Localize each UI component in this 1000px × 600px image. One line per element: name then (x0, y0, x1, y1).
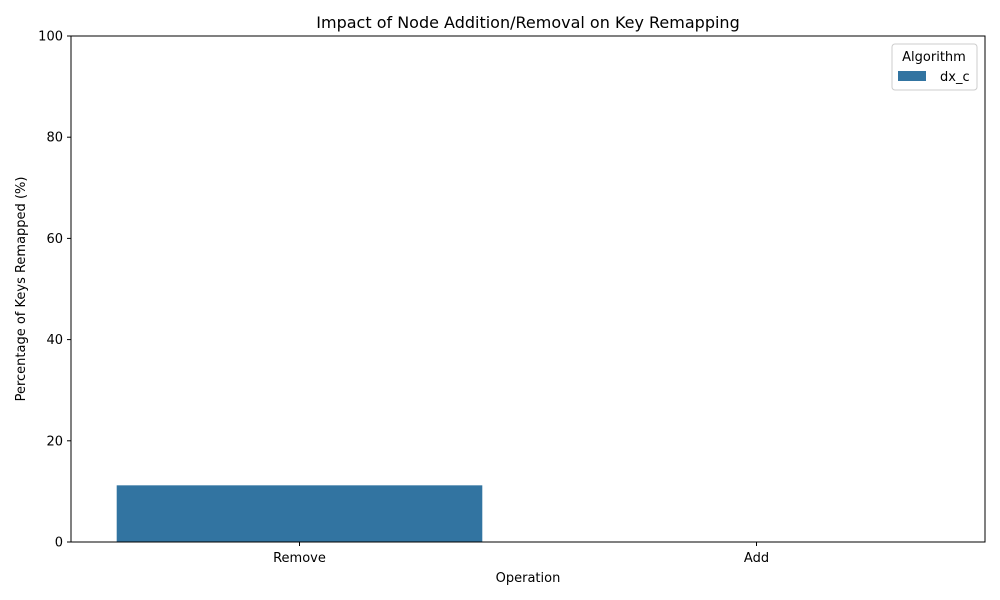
x-axis-ticks: Remove Add (273, 542, 769, 566)
y-tick-label: 80 (46, 131, 63, 146)
legend: Algorithm dx_c (891, 43, 978, 91)
legend-swatch (898, 71, 926, 81)
x-axis-label: Operation (496, 571, 561, 586)
legend-entry-label: dx_c (940, 70, 970, 85)
legend-title: Algorithm (902, 50, 966, 65)
x-tick-label-add: Add (744, 551, 769, 566)
chart-title: Impact of Node Addition/Removal on Key R… (316, 13, 739, 32)
y-axis-label: Percentage of Keys Remapped (%) (14, 177, 29, 402)
y-tick-label: 0 (55, 536, 63, 551)
y-tick-label: 40 (46, 333, 63, 348)
y-tick-label: 20 (46, 434, 63, 449)
x-tick-label-remove: Remove (273, 551, 326, 566)
y-tick-label: 60 (46, 232, 63, 247)
y-tick-label: 100 (38, 30, 63, 45)
plot-frame (70, 35, 986, 543)
bars-layer (116, 485, 483, 542)
y-axis-ticks: 0 20 40 60 80 100 (38, 30, 71, 551)
bar-remove (116, 485, 483, 542)
